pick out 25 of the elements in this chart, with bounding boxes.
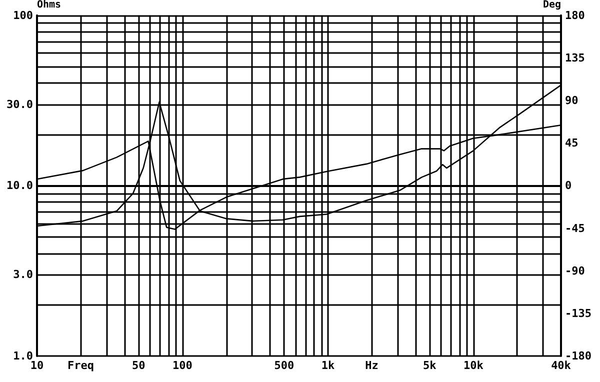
x-tick-label: 1k: [321, 359, 335, 372]
y2-tick-label: 135: [565, 51, 585, 64]
x-tick-label: 50: [132, 359, 146, 372]
y-tick-label: 10.0: [6, 179, 33, 192]
x-tick-label: 5k: [423, 359, 437, 372]
y-tick-label: 3.0: [13, 268, 33, 282]
y2-tick-label: 45: [565, 136, 578, 150]
x-tick-label: Freq: [68, 359, 94, 372]
x-tick-label: Hz: [365, 359, 378, 372]
y2-tick-label: 90: [565, 94, 578, 108]
y2-tick-label: -90: [565, 264, 585, 278]
y-tick-label: 30.0: [6, 98, 33, 111]
y-tick-label: 100: [13, 8, 33, 22]
x-tick-label: 10k: [463, 359, 484, 372]
y-axis-title: Ohms: [37, 0, 62, 10]
x-tick-label: 100: [172, 359, 192, 372]
y2-tick-label: 180: [565, 8, 585, 22]
y-tick-label: 1.0: [13, 350, 33, 362]
x-tick-label: 10: [30, 359, 44, 372]
y2-tick-label: -45: [565, 222, 585, 235]
x-tick-label: 500: [274, 359, 294, 372]
y2-tick-label: -135: [565, 306, 592, 320]
x-tick-label: 40k: [551, 359, 572, 372]
y2-axis-title: Deg: [542, 0, 561, 10]
y2-tick-label: 0: [565, 179, 572, 192]
